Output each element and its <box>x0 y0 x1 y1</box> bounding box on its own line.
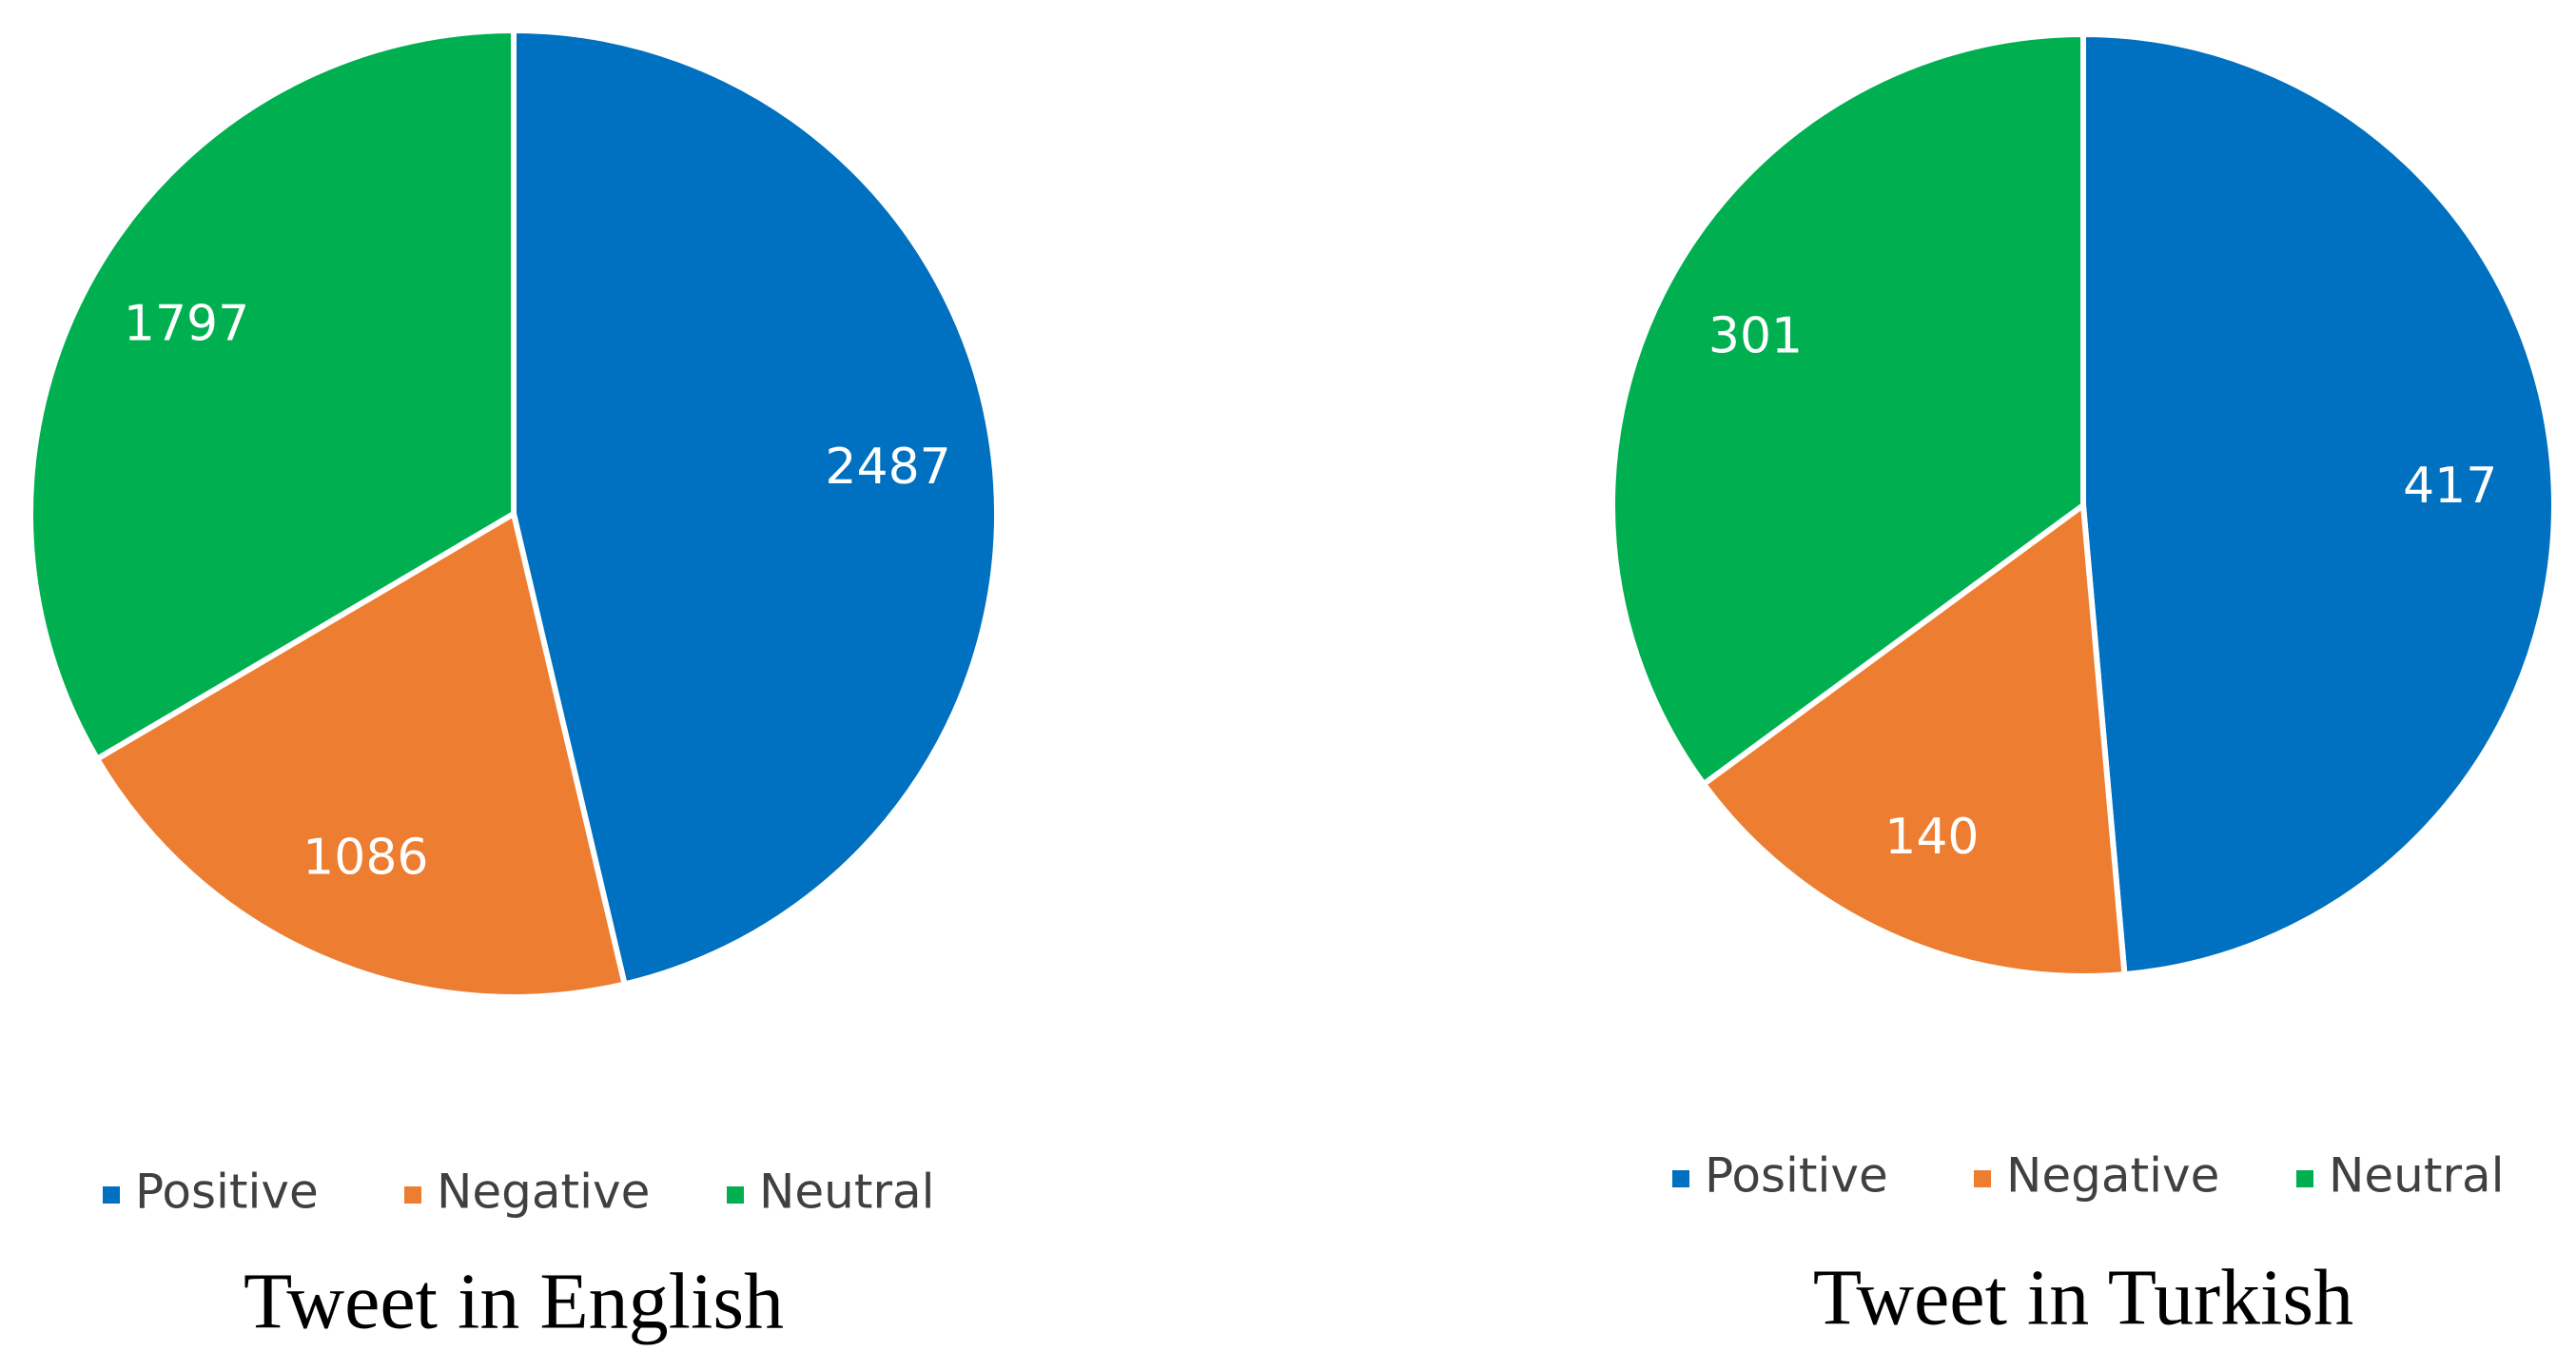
legend-label: Negative <box>2006 1148 2219 1204</box>
legend-swatch <box>1974 1170 1991 1187</box>
pie-slice <box>1699 499 2128 979</box>
legend-swatch <box>2296 1170 2313 1187</box>
data-label: 1086 <box>302 829 428 886</box>
legend-swatch <box>727 1186 744 1204</box>
chart-caption: Tweet in English <box>244 1257 784 1345</box>
legend-label: Positive <box>135 1165 319 1220</box>
pie-slice <box>1609 30 2086 789</box>
pie-slice <box>511 27 1000 989</box>
legend-swatch <box>1672 1170 1689 1187</box>
data-label: 2487 <box>825 439 950 496</box>
chart-caption: Tweet in Turkish <box>1813 1253 2353 1342</box>
legend-label: Neutral <box>2329 1148 2505 1204</box>
legend-label: Positive <box>1705 1148 1888 1204</box>
legend-label: Neutral <box>759 1165 935 1220</box>
data-label: 301 <box>1708 308 1803 365</box>
pie-slice <box>2080 30 2557 978</box>
legend-swatch <box>103 1186 120 1204</box>
data-label: 1797 <box>124 295 249 352</box>
data-label: 140 <box>1884 809 1979 866</box>
data-label: 417 <box>2403 458 2497 515</box>
legend-swatch <box>404 1186 421 1204</box>
pie-slice <box>93 509 629 1000</box>
legend-label: Negative <box>437 1165 650 1220</box>
pie-slice <box>28 27 517 763</box>
